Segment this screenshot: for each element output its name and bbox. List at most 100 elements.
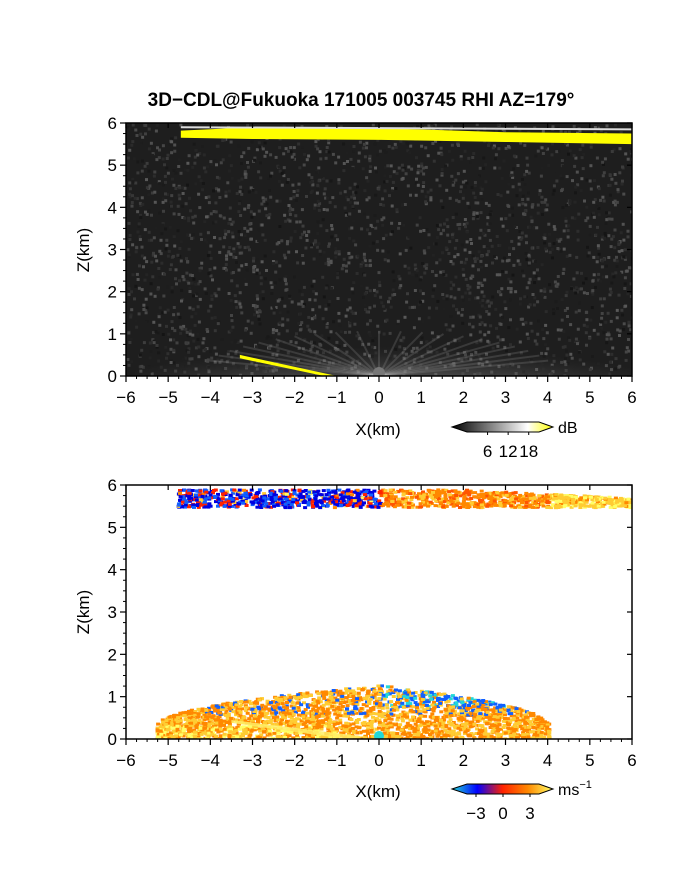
noise-pixel [205, 328, 209, 331]
velocity-cell [226, 499, 231, 503]
velocity-cell [443, 493, 448, 497]
velocity-cell [569, 505, 574, 509]
velocity-cell [279, 694, 284, 698]
velocity-cell [300, 498, 305, 502]
velocity-cell [185, 491, 190, 495]
velocity-cell [458, 506, 462, 509]
noise-pixel [491, 295, 495, 299]
noise-pixel [145, 186, 149, 190]
velocity-cell [332, 506, 337, 510]
velocity-cell [557, 504, 561, 508]
noise-pixel [499, 293, 503, 297]
noise-pixel [164, 345, 168, 349]
noise-pixel [478, 166, 482, 170]
velocity-cell [585, 498, 590, 502]
velocity-cell [624, 501, 629, 505]
noise-pixel [337, 252, 341, 256]
noise-pixel [281, 317, 285, 321]
noise-pixel [463, 218, 467, 221]
noise-pixel [566, 315, 569, 318]
noise-pixel [600, 312, 604, 315]
noise-pixel [471, 254, 475, 258]
noise-pixel [601, 174, 605, 178]
noise-pixel [456, 311, 460, 315]
velocity-cell [447, 490, 452, 494]
noise-pixel [129, 315, 133, 319]
noise-pixel [200, 238, 203, 241]
noise-pixel [229, 298, 233, 302]
noise-pixel [525, 286, 529, 290]
noise-pixel [365, 198, 369, 202]
noise-pixel [312, 279, 316, 283]
noise-pixel [446, 233, 450, 237]
noise-pixel [520, 269, 524, 273]
velocity-cell [479, 501, 483, 505]
noise-pixel [316, 232, 320, 235]
noise-pixel [354, 311, 357, 315]
noise-pixel [543, 295, 547, 299]
noise-pixel [302, 302, 306, 306]
noise-pixel [204, 170, 208, 174]
noise-pixel [605, 264, 608, 268]
noise-pixel [494, 157, 497, 161]
velocity-cell [216, 504, 220, 508]
noise-pixel [550, 248, 554, 251]
noise-pixel [219, 161, 223, 165]
velocity-cell [275, 503, 280, 507]
noise-pixel [171, 254, 175, 258]
velocity-cell [564, 502, 568, 506]
noise-pixel [178, 316, 182, 320]
noise-pixel [379, 295, 383, 299]
noise-pixel [179, 123, 183, 127]
noise-pixel [224, 263, 228, 266]
noise-pixel [489, 210, 493, 214]
velocity-cell [553, 497, 558, 501]
noise-pixel [586, 292, 589, 295]
velocity-cell [404, 502, 409, 506]
velocity-cell [418, 494, 423, 498]
noise-pixel [215, 175, 219, 179]
velocity-cell [514, 497, 519, 501]
noise-pixel [523, 213, 527, 216]
velocity-cell [392, 505, 397, 509]
noise-pixel [352, 193, 356, 197]
velocity-cell [281, 494, 286, 498]
velocity-cell [249, 500, 254, 504]
noise-pixel [196, 305, 200, 309]
noise-pixel [348, 236, 352, 240]
noise-pixel [185, 257, 188, 261]
noise-pixel [247, 146, 251, 150]
velocity-cell [326, 497, 331, 501]
noise-pixel [227, 250, 231, 254]
noise-pixel [255, 239, 259, 243]
noise-pixel [198, 152, 202, 155]
velocity-cell [401, 697, 406, 701]
velocity-cell [455, 495, 460, 499]
velocity-cell [183, 499, 188, 503]
noise-pixel [499, 313, 503, 317]
noise-pixel [253, 156, 257, 160]
noise-pixel [512, 263, 516, 267]
noise-pixel [464, 179, 468, 183]
velocity-cell [609, 500, 614, 504]
noise-pixel [314, 171, 318, 175]
noise-pixel [356, 185, 359, 189]
noise-pixel [128, 195, 132, 199]
noise-pixel [357, 209, 361, 213]
noise-pixel [363, 273, 367, 277]
noise-pixel [303, 230, 306, 234]
noise-pixel [533, 296, 537, 300]
noise-pixel [314, 144, 318, 148]
reflectivity-colorbar-unit: dB [558, 420, 578, 437]
noise-pixel [354, 243, 358, 247]
noise-pixel [601, 160, 605, 164]
velocity-cell [412, 719, 417, 723]
velocity-cell [200, 494, 205, 498]
noise-pixel [301, 224, 305, 228]
noise-pixel [509, 290, 513, 294]
noise-pixel [155, 123, 159, 127]
noise-pixel [235, 284, 239, 288]
noise-pixel [317, 204, 321, 207]
velocity-cell [608, 505, 613, 509]
noise-pixel [145, 260, 149, 264]
